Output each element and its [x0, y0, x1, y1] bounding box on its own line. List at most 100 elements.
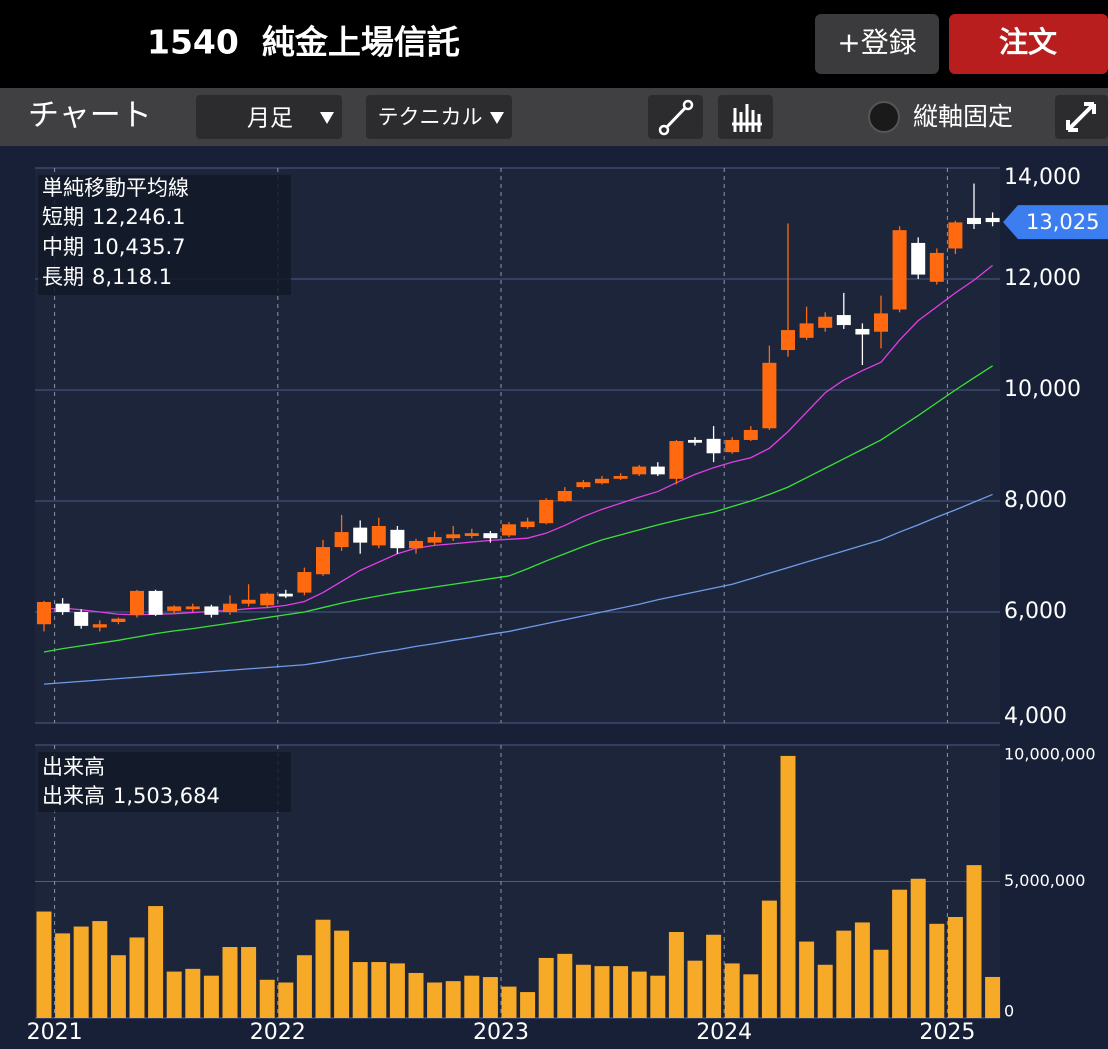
candle-body [929, 252, 944, 282]
volume-bar [780, 755, 796, 1018]
volume-bar [854, 922, 870, 1018]
volume-bar [873, 949, 889, 1018]
y-tick-label: 8,000 [1004, 488, 1067, 513]
volume-bar [296, 955, 312, 1018]
y-tick-label: 6,000 [1004, 599, 1067, 624]
candle-body [446, 534, 461, 539]
period-label[interactable]: 月足 [247, 106, 293, 132]
legend-entry: 長期 8,118.1 [42, 265, 172, 289]
candle-body [241, 599, 256, 604]
volume-bar [594, 966, 610, 1018]
candle-body [92, 624, 107, 628]
register-button[interactable] [815, 14, 939, 74]
volume-bar [482, 977, 498, 1018]
volume-bar [241, 947, 257, 1018]
fix-axis-label[interactable]: 縦軸固定 [913, 102, 1013, 131]
volume-bar [352, 962, 368, 1018]
x-tick-label: 2022 [250, 1020, 306, 1045]
legend-name: 中期 [42, 235, 84, 259]
legend-box [38, 175, 291, 295]
volume-bar [538, 957, 554, 1018]
candle-body [688, 439, 702, 443]
candle-body [74, 612, 89, 626]
volume-bar [185, 968, 201, 1018]
expand-icon [1066, 102, 1096, 132]
fix-axis-radio[interactable] [868, 101, 900, 133]
volume-bar [222, 947, 238, 1018]
x-tick-label: 2021 [27, 1020, 83, 1045]
legend-name: 短期 [42, 205, 84, 229]
candle-body [130, 590, 144, 615]
candle-body [762, 362, 777, 429]
volume-bar [110, 955, 126, 1018]
volume-bar [129, 937, 145, 1018]
volume-bar [334, 930, 350, 1018]
legend-title: 単純移動平均線 [42, 176, 189, 200]
candle-body [427, 537, 442, 543]
dropdown-arrow [490, 112, 504, 124]
y-tick-label: 10,000,000 [1004, 745, 1096, 764]
volume-bar [92, 921, 108, 1018]
dropdown-arrow [320, 112, 334, 124]
volume-bar [817, 964, 833, 1018]
volume-bar [557, 953, 573, 1018]
candle-body [297, 572, 312, 593]
volume-bar [836, 930, 852, 1018]
volume-bar [687, 960, 703, 1018]
period-dropdown[interactable] [196, 95, 342, 139]
volume-bar [985, 976, 1001, 1018]
candle-body [223, 603, 237, 612]
candle-body [650, 466, 665, 475]
candle-body [669, 441, 684, 479]
candle-body [557, 491, 572, 501]
candle-body [185, 606, 200, 610]
order-label[interactable]: 注文 [999, 25, 1058, 59]
moving-average-line [43, 264, 994, 616]
candle-body [260, 593, 275, 606]
y-tick-label: 0 [1004, 1002, 1014, 1021]
volume-bar [668, 932, 684, 1018]
volume-bar [631, 971, 647, 1018]
volume-bar [464, 975, 480, 1018]
candle-body [111, 618, 126, 622]
candle-body [911, 242, 926, 275]
volume-bar [166, 971, 182, 1018]
volume-bar [315, 919, 331, 1018]
volume-bar [575, 964, 591, 1018]
volume-bar [966, 865, 982, 1018]
y-tick-label: 5,000,000 [1004, 871, 1085, 890]
volume-bar [36, 911, 52, 1018]
volume-bar [203, 975, 219, 1018]
order-button[interactable] [949, 14, 1108, 74]
volume-bar [910, 878, 926, 1018]
volume-bar [520, 992, 536, 1018]
candle-body [204, 606, 219, 615]
technical-dropdown[interactable] [366, 95, 512, 139]
candle-body [371, 525, 386, 546]
legend-value: 12,246.1 [92, 205, 186, 229]
candle-body [595, 478, 609, 484]
volume-bar [724, 963, 740, 1018]
candle-body [874, 313, 888, 332]
volume-bar [947, 916, 963, 1018]
x-tick-label: 2024 [696, 1020, 752, 1045]
candle-body [464, 533, 479, 536]
price-tag [1003, 205, 1108, 240]
candle-body [390, 529, 405, 549]
volume-bar [73, 926, 89, 1018]
volume-bar [148, 906, 164, 1018]
register-label[interactable]: +登録 [837, 26, 916, 59]
technical-label[interactable]: テクニカル [378, 105, 483, 129]
candle-body [706, 438, 721, 454]
y-tick-label: 10,000 [1004, 377, 1081, 402]
candle-body [967, 217, 981, 225]
candle-body [148, 590, 163, 615]
candle-body [167, 606, 182, 611]
volume-bar [445, 981, 461, 1018]
candle-body [743, 429, 758, 440]
candle-body [539, 499, 554, 524]
legend-value: 8,118.1 [92, 265, 172, 289]
volume-bar [501, 986, 517, 1018]
volume-bar [799, 941, 815, 1018]
